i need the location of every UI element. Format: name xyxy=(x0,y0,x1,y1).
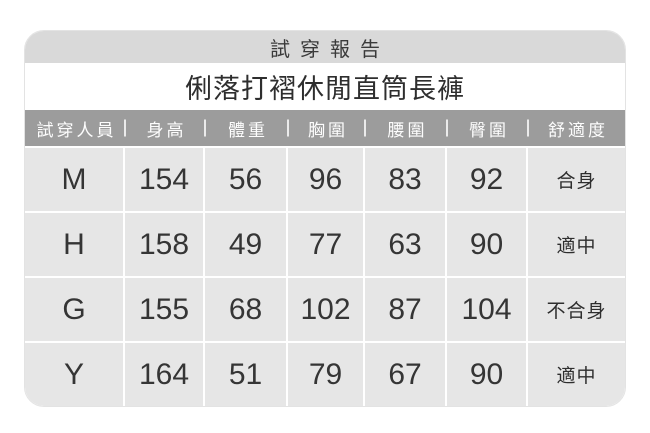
column-header-label: 臀圍 xyxy=(469,120,509,140)
waist-cell: 87 xyxy=(365,276,447,341)
column-header-comfort: 舒適度 xyxy=(528,110,625,146)
column-header-label: 舒適度 xyxy=(548,120,608,140)
column-header-label: 試穿人員 xyxy=(36,120,117,140)
comfort-cell: 適中 xyxy=(528,341,625,406)
height-cell: 154 xyxy=(125,146,205,211)
weight-cell: 56 xyxy=(205,146,288,211)
column-header-chest: 胸圍 xyxy=(288,110,366,146)
hip-cell: 92 xyxy=(447,146,528,211)
table-header-row: 試穿人員 身高 體重 胸圍 腰圍 臀圍 舒適度 xyxy=(25,110,625,146)
chest-cell: 77 xyxy=(288,211,365,276)
column-header-waist: 腰圍 xyxy=(365,110,448,146)
weight-cell: 49 xyxy=(205,211,288,276)
waist-cell: 63 xyxy=(365,211,447,276)
comfort-cell: 適中 xyxy=(528,211,625,276)
fitting-report-card: 試穿報告 俐落打褶休閒直筒長褲 試穿人員 身高 體重 胸圍 腰圍 臀圍 舒適度 … xyxy=(24,30,626,407)
product-name-row: 俐落打褶休閒直筒長褲 xyxy=(25,63,625,110)
column-header-label: 胸圍 xyxy=(308,120,348,140)
report-title: 試穿報告 xyxy=(270,38,390,61)
person-cell: G xyxy=(25,276,125,341)
header-divider xyxy=(124,119,126,137)
person-cell: H xyxy=(25,211,125,276)
column-header-label: 身高 xyxy=(146,120,187,140)
height-cell: 164 xyxy=(125,341,205,406)
product-name: 俐落打褶休閒直筒長褲 xyxy=(185,74,465,104)
column-header-height: 身高 xyxy=(125,110,206,146)
column-header-weight: 體重 xyxy=(205,110,289,146)
column-header-label: 體重 xyxy=(228,120,268,140)
weight-cell: 68 xyxy=(205,276,288,341)
chest-cell: 96 xyxy=(288,146,365,211)
header-divider xyxy=(287,119,289,137)
header-divider xyxy=(364,119,366,137)
header-divider xyxy=(446,119,448,137)
report-title-bar: 試穿報告 xyxy=(25,31,625,63)
hip-cell: 90 xyxy=(447,341,528,406)
header-divider xyxy=(204,119,206,137)
header-divider xyxy=(527,119,529,137)
chest-cell: 79 xyxy=(288,341,365,406)
column-header-hip: 臀圍 xyxy=(447,110,529,146)
column-header-person: 試穿人員 xyxy=(25,110,126,146)
weight-cell: 51 xyxy=(205,341,288,406)
table-body: M 154 56 96 83 92 合身 H 158 49 77 63 90 適… xyxy=(25,146,625,406)
comfort-cell: 不合身 xyxy=(528,276,625,341)
comfort-cell: 合身 xyxy=(528,146,625,211)
person-cell: Y xyxy=(25,341,125,406)
person-cell: M xyxy=(25,146,125,211)
hip-cell: 104 xyxy=(447,276,528,341)
waist-cell: 67 xyxy=(365,341,447,406)
hip-cell: 90 xyxy=(447,211,528,276)
chest-cell: 102 xyxy=(288,276,365,341)
height-cell: 155 xyxy=(125,276,205,341)
column-header-label: 腰圍 xyxy=(387,120,428,140)
waist-cell: 83 xyxy=(365,146,447,211)
height-cell: 158 xyxy=(125,211,205,276)
